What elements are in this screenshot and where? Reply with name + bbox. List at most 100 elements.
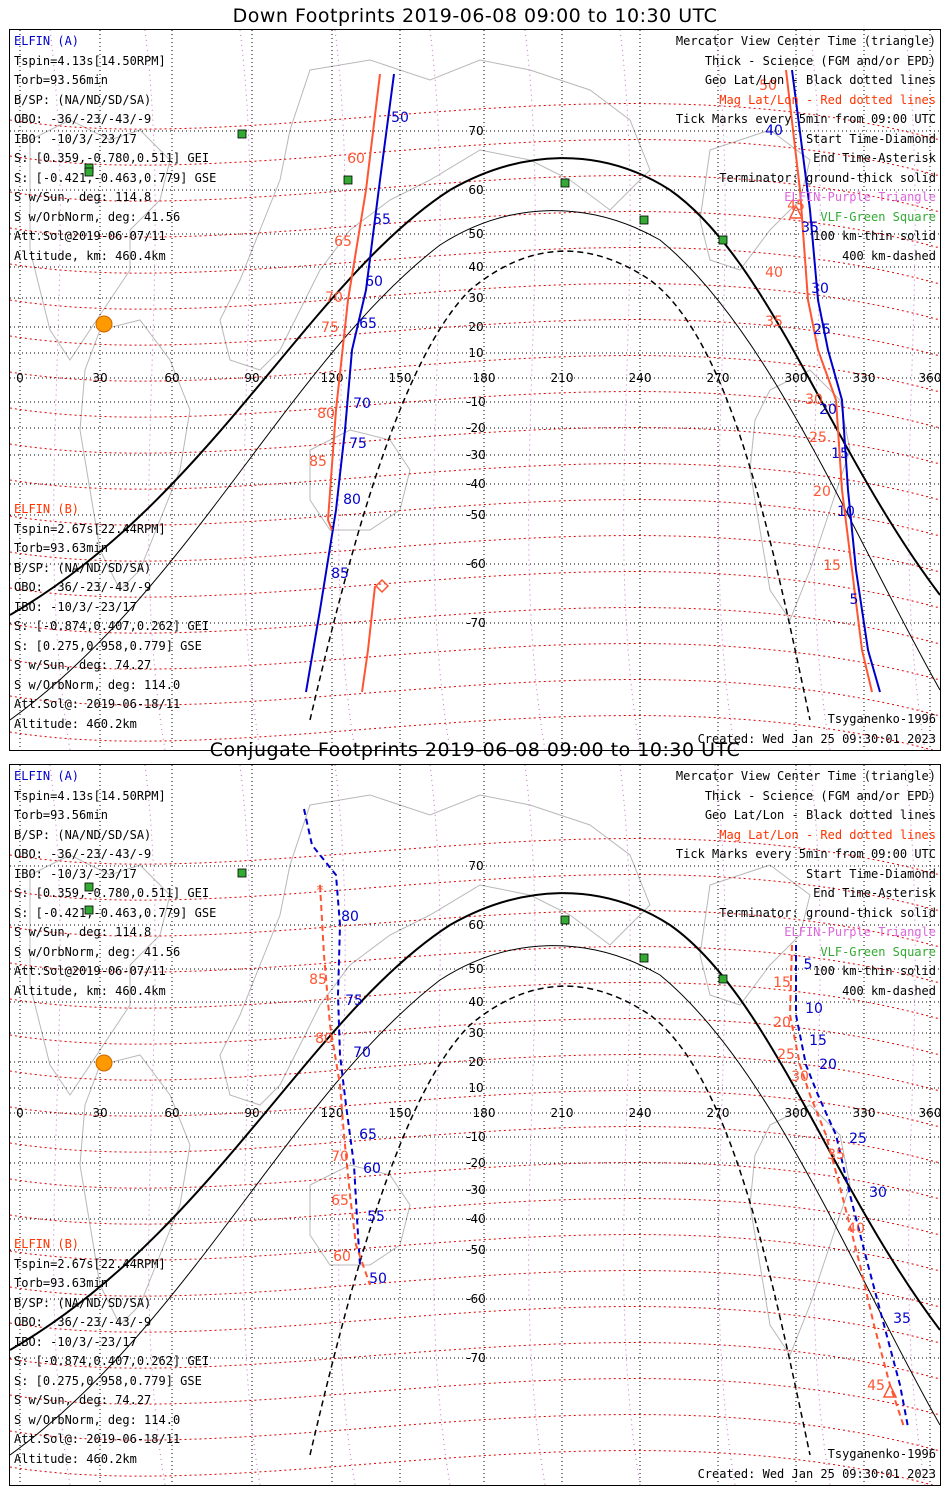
longitude-tick-label: 360 <box>919 371 940 385</box>
latitude-tick-label: -60 <box>466 557 486 571</box>
legend-line: Mag Lat/Lon - Red dotted lines <box>719 827 936 842</box>
terminator-ground <box>10 892 940 1351</box>
info-line: Torb=93.63min <box>14 1276 108 1290</box>
mag-longitude-line <box>429 30 451 750</box>
info-line: Torb=93.56min <box>14 73 108 87</box>
mag-latitude-line <box>10 175 940 213</box>
elfin-a-tick-label: 55 <box>373 212 391 228</box>
legend-line: Start Time-Diamond <box>805 131 936 146</box>
mag-latitude-line <box>10 355 940 393</box>
mag-longitude-line <box>904 765 926 1485</box>
elfin-a-tick-label: 65 <box>359 1127 377 1143</box>
mag-latitude-line <box>10 1378 940 1416</box>
elfin-b-info: ELFIN (B) Tspin=2.67s[22.44RPM] Torb=93.… <box>14 500 209 734</box>
continent-outline <box>749 1104 851 1357</box>
mag-longitude-line <box>429 765 451 1485</box>
info-line: B/SP: (NA/ND/SD/SA) <box>14 560 152 575</box>
longitude-tick-label: 270 <box>707 371 730 385</box>
mag-latitude-line <box>10 535 940 573</box>
info-line: S: [0.359,-0.780,0.511] GEI <box>14 886 210 900</box>
mag-longitude-line <box>904 30 926 750</box>
mag-longitude-line <box>619 30 641 750</box>
latitude-tick-label: -10 <box>466 395 486 409</box>
info-line: IBO: -10/3/-23/17 <box>14 599 137 614</box>
elfin-a-tick-label: 60 <box>365 274 383 290</box>
legend-line: ELFIN-Purple Triangle <box>784 925 936 939</box>
elfin-b-tick-label: 65 <box>334 234 352 250</box>
elfin-b-tick-label: 20 <box>813 484 831 500</box>
mag-longitude-line <box>334 765 356 1485</box>
vlf-station-marker <box>560 915 570 925</box>
mag-longitude-line <box>144 30 166 750</box>
mag-latitude-line <box>10 1018 940 1056</box>
info-line: Att.Sol@: 2019-06-18/11 <box>14 697 181 711</box>
legend-line: VLF-Green Square <box>820 944 936 959</box>
latitude-tick-label: 40 <box>468 260 483 274</box>
mag-longitude-line <box>49 765 71 1485</box>
view-center-triangle <box>882 1383 898 1398</box>
elfin-a-tick-label: 65 <box>359 316 377 332</box>
elfin-b-tick-label: 35 <box>827 1147 845 1163</box>
info-line: Tspin=4.13s[14.50RPM] <box>14 788 166 803</box>
mag-latitude-line <box>10 499 940 537</box>
info-line: Tspin=2.67s[22.44RPM] <box>14 521 166 536</box>
elfin-a-tick-label: 55 <box>367 1209 385 1225</box>
elfin-b-tick-label: 60 <box>347 151 365 167</box>
elfin-b-tick-label: 70 <box>331 1149 349 1165</box>
elfin-a-info: ELFIN (A) Tspin=4.13s[14.50RPM] Torb=93.… <box>14 767 216 1001</box>
longitude-tick-label: 120 <box>321 1106 344 1120</box>
info-line: S: [0.275,0.958,0.779] GSE <box>14 1373 202 1388</box>
elfin-b-tick-label: 60 <box>333 1249 351 1265</box>
created-label: Created: Wed Jan 25 09:30:01 2023 <box>697 732 936 746</box>
info-line: B/SP: (NA/ND/SD/SA) <box>14 92 152 107</box>
elfin-b-tick-label: 20 <box>773 1015 791 1031</box>
legend-line: End Time-Asterisk <box>813 886 936 900</box>
legend-line: Mercator View Center Time (triangle) <box>675 769 936 783</box>
mag-latitude-line <box>10 1198 940 1236</box>
mag-latitude-line <box>10 1090 940 1128</box>
longitude-tick-label: 300 <box>785 1106 808 1120</box>
elfin-a-tick-label: 70 <box>353 1045 371 1061</box>
legend-line: Tick Marks every 5min from 09:00 UTC <box>675 847 936 861</box>
info-line: S: [-0.874,0.407,0.262] GEI <box>14 619 210 633</box>
legend-line: Geo Lat/Lon - Black dotted lines <box>704 73 936 87</box>
longitude-tick-label: 60 <box>164 371 179 385</box>
elfin-b-track <box>361 585 376 693</box>
elfin-a-track <box>795 945 909 1428</box>
legend-line: Terminator: ground-thick solid <box>719 905 936 920</box>
elfin-b-tick-label: 40 <box>765 265 783 281</box>
info-line: IBO: -10/3/-23/17 <box>14 866 137 881</box>
elfin-a-tick-label: 50 <box>369 1271 387 1287</box>
legend-line: VLF-Green Square <box>820 209 936 224</box>
mag-latitude-line <box>10 838 940 876</box>
latitude-tick-label: 20 <box>468 1055 483 1069</box>
mag-latitude-line <box>10 1414 940 1452</box>
legend-line: Thick - Science (FGM and/or EPD) <box>704 53 936 68</box>
longitude-tick-label: 300 <box>785 371 808 385</box>
continent-outline <box>79 1054 191 1326</box>
elfin-a-tick-label: 20 <box>819 402 837 418</box>
mag-latitude-line <box>10 319 940 357</box>
legend-line: 100 km-thin solid <box>813 964 936 978</box>
elfin-a-tick-label: 5 <box>804 957 813 973</box>
mag-latitude-line <box>10 910 940 948</box>
mag-latitude-line <box>10 463 940 501</box>
vlf-station-marker <box>237 129 247 139</box>
elfin-a-tick-label: 5 <box>850 592 859 608</box>
elfin-a-track <box>305 73 395 693</box>
longitude-tick-label: 90 <box>244 1106 259 1120</box>
info-line: IBO: -10/3/-23/17 <box>14 1334 137 1349</box>
continent-outline <box>219 59 651 371</box>
mag-latitude-line <box>10 1342 940 1380</box>
elfin-a-tick-label: 60 <box>363 1161 381 1177</box>
continent-outline <box>699 864 811 1006</box>
vlf-station-marker <box>560 178 570 188</box>
elfin-b-tick-label: 70 <box>325 290 343 306</box>
elfin-a-tick-label: 30 <box>869 1185 887 1201</box>
mag-latitude-line <box>10 715 935 750</box>
longitude-tick-label: 210 <box>551 1106 574 1120</box>
vlf-station-marker <box>84 167 94 177</box>
longitude-tick-label: 240 <box>629 1106 652 1120</box>
latitude-tick-label: -40 <box>466 477 486 491</box>
elfin-b-tick-label: 15 <box>773 975 791 991</box>
